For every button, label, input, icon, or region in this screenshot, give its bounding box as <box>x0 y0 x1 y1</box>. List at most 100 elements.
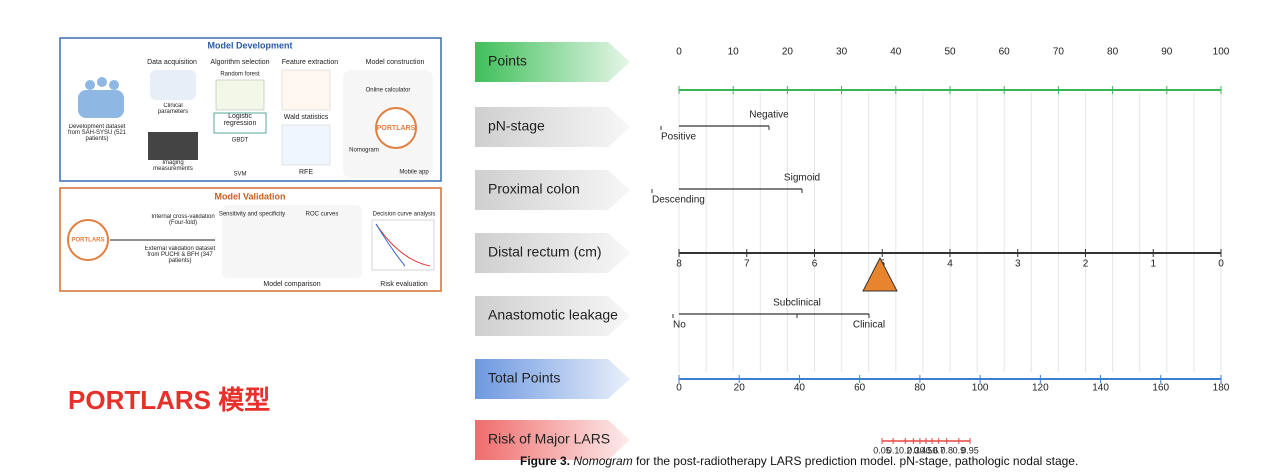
tick-label: 0 <box>676 383 682 394</box>
caption: Figure 3. Nomogram for the post-radiothe… <box>520 454 1078 468</box>
tick-label: 0.1 <box>887 445 900 455</box>
wald: Wald statistics <box>284 114 329 121</box>
dca-plot <box>371 219 435 271</box>
internal-fo: Internal cross-validation (Four-fold) <box>151 214 215 226</box>
comparison: Model comparison <box>263 281 320 288</box>
algorithm: SVM <box>233 172 246 178</box>
tick-label: 6 <box>812 259 818 270</box>
tick-label: 8 <box>676 259 682 270</box>
row-label-bg <box>475 170 630 210</box>
tick-label: 7 <box>744 259 750 270</box>
row-label-bg <box>475 296 630 336</box>
tick-label: 90 <box>1161 47 1173 58</box>
imaging-icon <box>148 132 198 160</box>
tick-label: 120 <box>1032 383 1049 394</box>
caption-lead: Figure 3. <box>520 454 571 468</box>
risk: Risk evaluation <box>380 281 428 288</box>
tick-label: 0.3 <box>907 445 920 455</box>
dev-title: Model Development <box>207 40 292 50</box>
external-fo: External validation dataset from PUCHI &… <box>144 246 216 264</box>
tick-label: 0 <box>1218 259 1224 270</box>
level-label: Positive <box>661 132 696 143</box>
row-label-bg <box>475 42 630 82</box>
logistic: Logistic regression <box>223 113 257 127</box>
dataset: Development dataset from SAH-SYSU (521 p… <box>67 124 127 142</box>
rfe-plot <box>281 124 331 166</box>
level-label: Sigmoid <box>784 173 820 184</box>
tick-label: 4 <box>947 259 953 270</box>
brand: PORTLARS <box>72 238 105 244</box>
external: External validation dataset from PUCHI &… <box>144 246 216 264</box>
algo-plot <box>215 79 265 111</box>
panel: Sensitivity and specificity <box>219 212 285 218</box>
row-label-bg <box>475 359 630 399</box>
brand-circle <box>375 107 417 149</box>
level-label: Clinical <box>853 320 885 331</box>
tick-label: 180 <box>1213 383 1230 394</box>
imaging-fo: Imaging measurements <box>153 160 193 172</box>
nomogram-label: Nomogram <box>349 148 379 154</box>
panel: ROC curves <box>306 212 339 218</box>
row-label: Risk of Major LARS <box>488 431 610 447</box>
comparison-bg <box>222 205 362 278</box>
tick-label: 80 <box>1107 47 1119 58</box>
tick-label: 1 <box>1150 259 1156 270</box>
clinical: Clinical parameters <box>157 103 189 115</box>
slide-title: PORTLARS 模型 <box>68 385 270 415</box>
row-label: Distal rectum (cm) <box>488 244 602 260</box>
nomogram: Points pN-stage Proximal colon Distal rectu… <box>475 42 1230 460</box>
tick-label: 0.2 <box>899 445 912 455</box>
pointer-triangle <box>862 256 898 292</box>
step: Algorithm selection <box>210 59 269 66</box>
caption-em: Nomogram <box>573 454 633 468</box>
algorithm: GBDT <box>232 138 249 144</box>
row-label: Proximal colon <box>488 181 580 197</box>
panel: Decision curve analysis <box>373 212 436 218</box>
tick-label: 0.8 <box>940 445 953 455</box>
tick-label: 0 <box>676 47 682 58</box>
row-label: pN-stage <box>488 118 545 134</box>
rfe: RFE <box>299 169 313 176</box>
wald-plot <box>281 69 331 111</box>
tick-label: 140 <box>1092 383 1109 394</box>
row-label: Total Points <box>488 370 560 386</box>
brand-circle <box>67 219 109 261</box>
brand: PORTLARS <box>377 125 416 132</box>
tick-label: 20 <box>734 383 746 394</box>
dataset-fo: Development dataset from SAH-SYSU (521 p… <box>67 124 127 142</box>
tick-label: 20 <box>782 47 794 58</box>
step: Feature extraction <box>282 59 339 66</box>
row-label-bg <box>475 420 630 460</box>
tick-label: 160 <box>1152 383 1169 394</box>
tick-label: 40 <box>794 383 806 394</box>
caption-rest: for the post-radiotherapy LARS predictio… <box>632 454 1079 468</box>
level-label: No <box>673 320 686 331</box>
tick-label: 0.6 <box>926 445 939 455</box>
tick-label: 0.7 <box>932 445 945 455</box>
logistic-fo: Logistic regression <box>223 113 257 127</box>
tick-label: 100 <box>972 383 989 394</box>
tick-label: 2 <box>1083 259 1089 270</box>
tick-label: 0.5 <box>920 445 933 455</box>
tick-label: 10 <box>728 47 740 58</box>
tick-label: 30 <box>836 47 848 58</box>
people-icon <box>78 77 124 118</box>
tick-label: 80 <box>914 383 926 394</box>
internal: Internal cross-validation (Four-fold) <box>151 214 215 226</box>
step: Model construction <box>366 59 425 66</box>
tick-label: 3 <box>1015 259 1021 270</box>
tick-label: 60 <box>999 47 1011 58</box>
row-label-bg <box>475 233 630 273</box>
logistic-box <box>213 112 267 134</box>
val-title: Model Validation <box>214 191 285 201</box>
step: Data acquisition <box>147 59 197 66</box>
mobile: Mobile app <box>399 170 429 176</box>
tick-label: 60 <box>854 383 866 394</box>
level-label: Descending <box>652 195 705 206</box>
tick-label: 50 <box>944 47 956 58</box>
tick-label: 0.05 <box>873 445 891 455</box>
algorithm: Random forest <box>220 72 260 78</box>
clinical-fo: Clinical parameters <box>157 103 189 115</box>
